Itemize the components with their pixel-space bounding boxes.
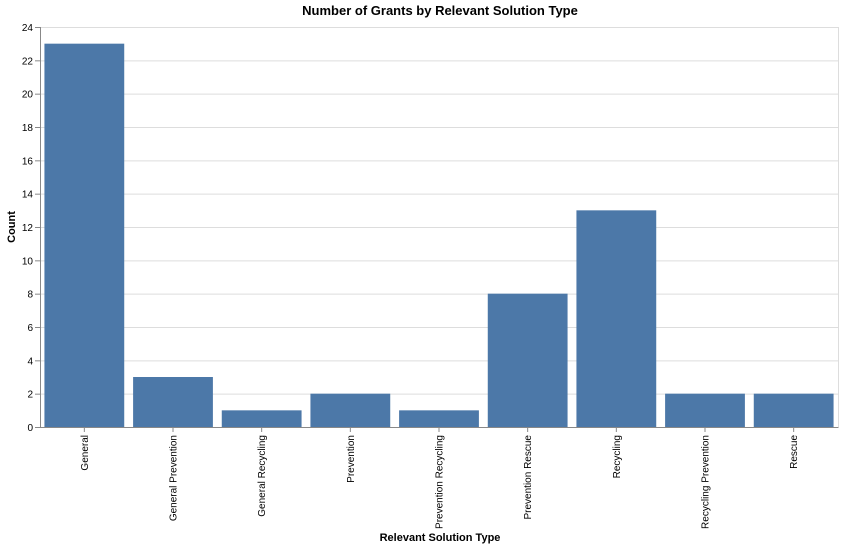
y-tick-label: 24 xyxy=(22,23,34,34)
x-tick-label: General Prevention xyxy=(169,435,180,521)
y-tick-label: 20 xyxy=(22,90,34,101)
y-tick-label: 22 xyxy=(22,56,34,67)
y-tick-label: 16 xyxy=(22,156,34,167)
bar xyxy=(221,410,302,427)
y-tick-label: 0 xyxy=(27,423,33,434)
y-tick-label: 2 xyxy=(27,390,33,401)
chart-title: Number of Grants by Relevant Solution Ty… xyxy=(302,3,578,18)
bars xyxy=(44,43,834,428)
y-tick-label: 10 xyxy=(22,256,34,267)
bar xyxy=(576,210,657,427)
x-tick-label: General Recycling xyxy=(257,435,268,517)
bar xyxy=(310,393,391,427)
x-tick-label: General xyxy=(80,435,91,471)
x-tick-label: Recycling Prevention xyxy=(701,435,712,529)
bar xyxy=(133,377,213,427)
x-tick-label: Recycling xyxy=(612,435,623,478)
x-tick-label: Prevention Recycling xyxy=(435,435,446,529)
bar xyxy=(399,410,479,427)
bar xyxy=(665,393,745,427)
bar xyxy=(44,43,125,428)
x-tick-label: Prevention Rescue xyxy=(523,435,534,520)
y-tick-label: 6 xyxy=(27,323,33,334)
grid-lines xyxy=(40,27,839,428)
x-tick-label: Rescue xyxy=(789,435,800,469)
bar xyxy=(753,393,834,427)
x-axis-title: Relevant Solution Type xyxy=(380,532,501,544)
bar xyxy=(487,293,568,427)
y-tick-label: 8 xyxy=(27,290,33,301)
y-tick-label: 14 xyxy=(22,190,34,201)
y-tick-label: 18 xyxy=(22,123,34,134)
y-tick-label: 12 xyxy=(22,223,34,234)
y-tick-label: 4 xyxy=(27,356,33,367)
x-tick-label: Prevention xyxy=(346,435,357,483)
y-axis-title: Count xyxy=(6,211,18,243)
